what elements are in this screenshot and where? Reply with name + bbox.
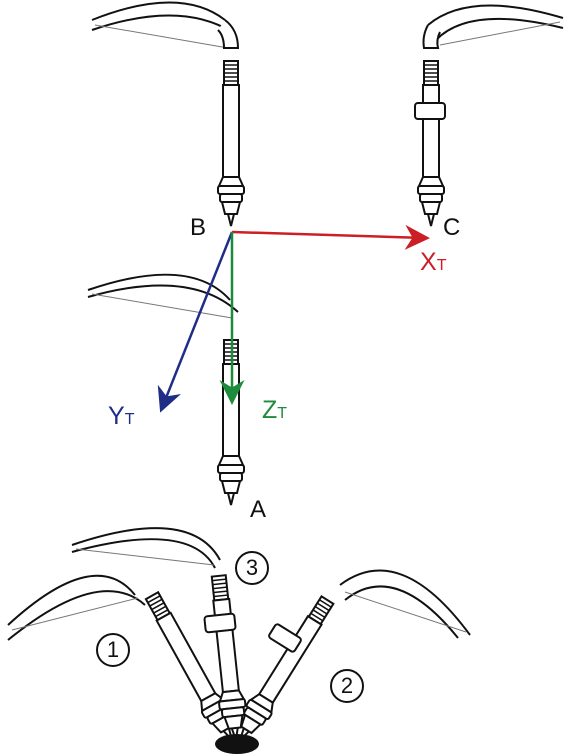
axis-label-z-letter: Z (262, 396, 278, 424)
marker-3: 3 (235, 551, 269, 585)
axis-label-x-letter: X (420, 248, 437, 276)
axis-label-y-letter: Y (108, 402, 125, 430)
tool-at-b (91, 1, 245, 227)
axis-label-z: ZT (262, 398, 287, 423)
point-label-b: B (190, 214, 207, 241)
tool-at-a (87, 273, 245, 506)
marker-2: 2 (330, 669, 364, 703)
point-label-a: A (250, 496, 267, 523)
axis-label-y-sub: T (124, 411, 135, 428)
x-axis-arrow (231, 224, 430, 250)
axis-label-z-sub: T (277, 405, 288, 422)
marker-1: 1 (96, 633, 130, 667)
axis-label-y: YT (108, 404, 134, 429)
axis-label-x: XT (420, 250, 446, 275)
y-axis-arrow (157, 231, 234, 413)
axis-label-x-sub: T (436, 257, 447, 274)
point-label-c: C (443, 214, 461, 241)
tool-cluster (7, 527, 471, 754)
base-spot (215, 734, 259, 754)
tool-at-c (414, 4, 564, 227)
